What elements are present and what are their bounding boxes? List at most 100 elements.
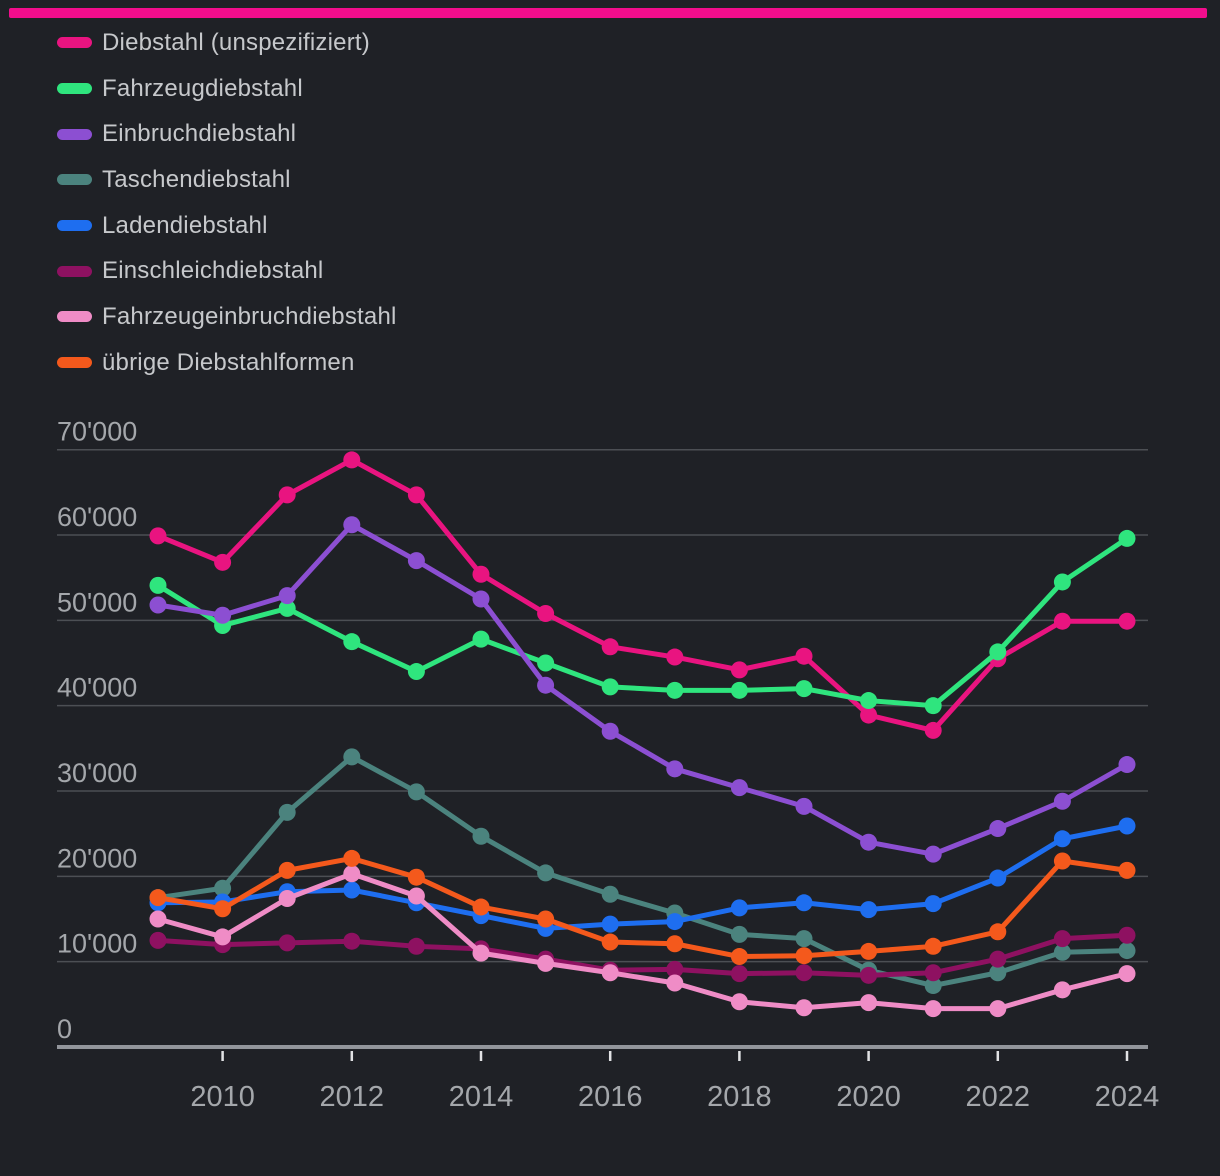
data-point — [989, 643, 1007, 661]
data-point — [343, 881, 361, 899]
legend-item: übrige Diebstahlformen — [57, 340, 397, 386]
data-point — [149, 889, 167, 907]
legend-swatch — [57, 357, 92, 369]
data-point — [924, 1000, 942, 1018]
data-point — [214, 928, 232, 946]
data-point — [537, 910, 555, 928]
data-point — [860, 901, 878, 919]
data-point — [989, 923, 1007, 941]
data-point — [666, 974, 684, 992]
legend-swatch — [57, 174, 92, 186]
x-axis-label: 2010 — [190, 1081, 255, 1113]
data-point — [795, 680, 813, 698]
data-point — [924, 697, 942, 715]
data-point — [537, 654, 555, 672]
y-axis-label: 20'000 — [57, 843, 137, 873]
data-point — [601, 933, 619, 951]
data-point — [472, 590, 490, 608]
data-point — [343, 849, 361, 867]
data-point — [149, 596, 167, 614]
data-point — [407, 937, 425, 955]
data-point — [537, 676, 555, 694]
data-point — [1118, 942, 1136, 960]
data-point — [537, 954, 555, 972]
legend-item-label: Taschendiebstahl — [102, 165, 291, 193]
data-point — [860, 706, 878, 724]
y-axis-label: 70'000 — [57, 417, 137, 447]
data-point — [1053, 981, 1071, 999]
data-point — [407, 486, 425, 504]
series-line — [155, 823, 1130, 931]
data-point — [1053, 612, 1071, 630]
data-point — [343, 865, 361, 883]
series-line — [155, 457, 1130, 733]
series-line — [155, 932, 1130, 978]
data-point — [472, 565, 490, 583]
data-point — [795, 894, 813, 912]
legend-item: Fahrzeugeinbruchdiebstahl — [57, 294, 397, 340]
series-taschendiebstahl — [149, 748, 1136, 995]
data-point — [666, 760, 684, 778]
data-point — [1053, 830, 1071, 848]
data-point — [472, 827, 490, 845]
data-point — [343, 748, 361, 766]
series-line — [155, 535, 1130, 709]
data-point — [860, 833, 878, 851]
legend-swatch — [57, 37, 92, 49]
data-point — [924, 721, 942, 739]
legend-item: Einbruchdiebstahl — [57, 111, 397, 157]
data-point — [472, 630, 490, 648]
data-point — [601, 885, 619, 903]
legend-swatch — [57, 265, 92, 277]
y-axis-label: 10'000 — [57, 929, 137, 959]
legend-swatch — [57, 220, 92, 232]
data-point — [1118, 529, 1136, 547]
data-point — [666, 960, 684, 978]
data-point — [666, 913, 684, 931]
x-axis-label: 2022 — [966, 1081, 1031, 1113]
data-point — [278, 486, 296, 504]
data-point — [149, 527, 167, 545]
legend-item-label: Einbruchdiebstahl — [102, 120, 297, 148]
data-point — [730, 925, 748, 943]
series-line — [155, 754, 1130, 989]
data-point — [149, 576, 167, 594]
data-point — [343, 633, 361, 651]
data-point — [666, 681, 684, 699]
data-point — [214, 879, 232, 897]
data-point — [407, 663, 425, 681]
data-point — [989, 964, 1007, 982]
series-einbruchdiebstahl — [149, 516, 1136, 863]
data-point — [666, 648, 684, 666]
data-point — [214, 553, 232, 571]
data-point — [343, 451, 361, 469]
series-line — [155, 871, 1130, 1012]
data-point — [1053, 573, 1071, 591]
data-point — [537, 864, 555, 882]
y-axis-label: 0 — [57, 1014, 72, 1044]
y-axis-label: 30'000 — [57, 758, 137, 788]
legend-item: Diebstahl (unspezifiziert) — [57, 20, 397, 66]
legend-item-label: Fahrzeugeinbruchdiebstahl — [102, 302, 397, 330]
x-axis-label: 2018 — [707, 1081, 772, 1113]
data-point — [795, 930, 813, 948]
data-point — [537, 605, 555, 623]
legend-swatch — [57, 83, 92, 95]
y-axis-label: 40'000 — [57, 673, 137, 703]
y-axis-label: 60'000 — [57, 502, 137, 532]
data-point — [989, 1000, 1007, 1018]
data-point — [214, 606, 232, 624]
data-point — [924, 964, 942, 982]
data-point — [860, 966, 878, 984]
data-point — [407, 552, 425, 570]
data-point — [730, 681, 748, 699]
data-point — [1053, 943, 1071, 961]
data-point — [1118, 965, 1136, 983]
data-point — [795, 797, 813, 815]
series-brige-diebstahlformen — [149, 849, 1136, 966]
data-point — [278, 890, 296, 908]
legend-item: Fahrzeugdiebstahl — [57, 66, 397, 112]
data-point — [1053, 792, 1071, 810]
legend-item-label: Ladendiebstahl — [102, 211, 268, 239]
